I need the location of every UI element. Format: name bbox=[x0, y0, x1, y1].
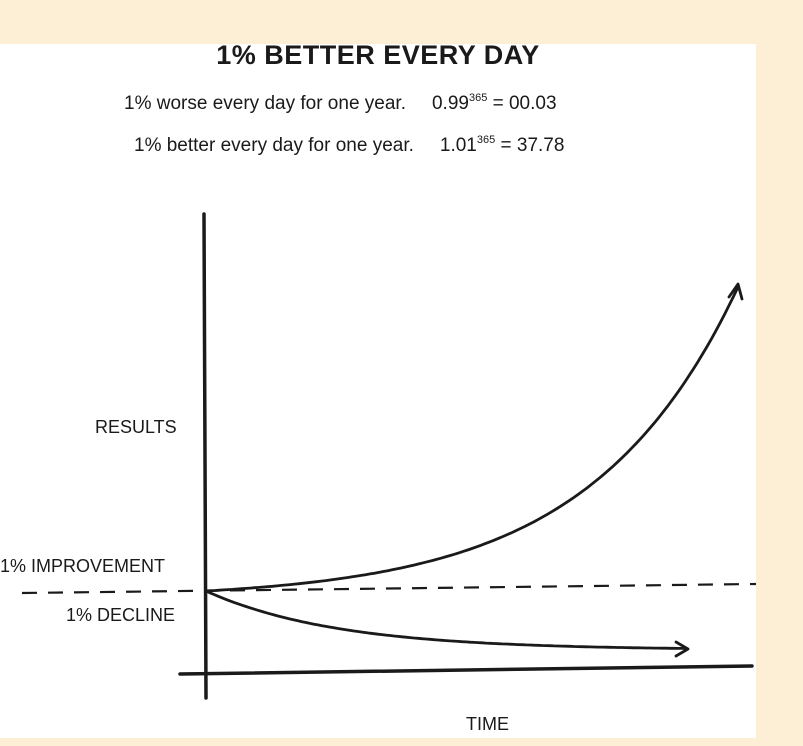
equation-worse: 1% worse every day for one year. 0.99365 … bbox=[124, 92, 557, 115]
equation-worse-base: 0.99 bbox=[431, 93, 469, 114]
equation-better-result: = 37.78 bbox=[500, 135, 565, 156]
x-axis bbox=[178, 664, 754, 676]
equation-better-exponent: 365 bbox=[476, 134, 496, 146]
equation-worse-result: = 00.03 bbox=[492, 93, 557, 114]
equation-worse-text: 1% worse every day for one year. bbox=[124, 93, 406, 114]
series-decline-line bbox=[204, 589, 688, 650]
chart-panel bbox=[0, 44, 756, 738]
y-axis bbox=[202, 212, 208, 700]
chart-title: 1% BETTER EVERY DAY bbox=[216, 40, 540, 70]
x-axis-label: TIME bbox=[466, 714, 509, 734]
baseline-dashed bbox=[21, 582, 757, 595]
improvement-label: 1% IMPROVEMENT bbox=[0, 556, 166, 576]
decline-label: 1% DECLINE bbox=[66, 605, 176, 625]
equation-better-text: 1% better every day for one year. bbox=[134, 135, 414, 156]
y-axis-label: RESULTS bbox=[95, 417, 177, 437]
improvement-arrowhead bbox=[727, 282, 744, 301]
decline-arrowhead bbox=[674, 640, 690, 658]
equation-better-base: 1.01 bbox=[439, 135, 477, 156]
equation-better: 1% better every day for one year. 1.01365… bbox=[134, 134, 564, 157]
equation-worse-exponent: 365 bbox=[468, 92, 488, 104]
series-improvement-line bbox=[204, 285, 740, 593]
